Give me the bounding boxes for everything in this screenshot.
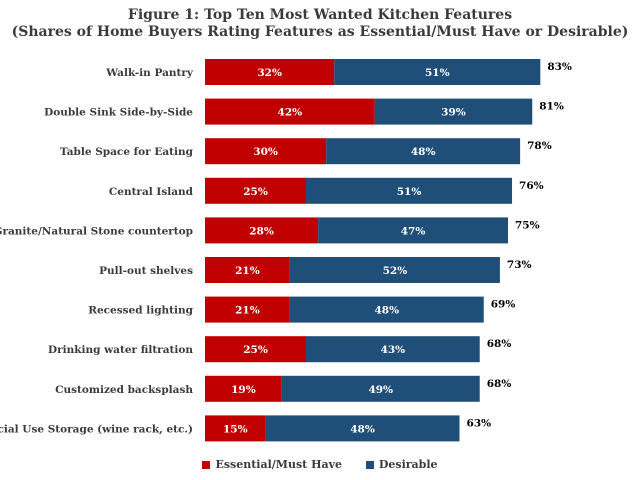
bar-label-desirable: 47% (401, 225, 426, 237)
bar-desirable (306, 336, 480, 363)
bar-label-essential: 25% (243, 186, 268, 198)
bar-essential (205, 296, 290, 323)
bar-essential (205, 375, 282, 402)
bar-label-desirable: 48% (375, 305, 400, 317)
chart-title-block: Figure 1: Top Ten Most Wanted Kitchen Fe… (0, 7, 640, 41)
legend-item-desirable: Desirable (365, 458, 438, 471)
legend-swatch-essential (202, 460, 211, 469)
bar-label-essential: 32% (257, 67, 282, 79)
total-label: 63% (467, 417, 492, 429)
category-label: Recessed lighting (88, 305, 193, 317)
category-label: Granite/Natural Stone countertop (0, 225, 193, 237)
bar-label-essential: 42% (278, 107, 303, 119)
chart-subtitle: (Shares of Home Buyers Rating Features a… (11, 24, 629, 40)
bar-essential (205, 217, 319, 244)
total-label: 68% (487, 378, 512, 390)
bar-label-desirable: 48% (411, 146, 436, 158)
bar-essential (205, 138, 327, 165)
chart-legend: Essential/Must Have Desirable (0, 458, 640, 472)
chart-title: Figure 1: Top Ten Most Wanted Kitchen Fe… (127, 7, 513, 23)
legend-label-essential: Essential/Must Have (215, 458, 342, 471)
legend-label-desirable: Desirable (378, 458, 438, 471)
bar-desirable (334, 59, 541, 85)
bar-label-essential: 25% (243, 344, 268, 356)
legend-item-essential: Essential/Must Have (202, 458, 342, 471)
bar-essential (205, 336, 306, 363)
category-label: Double Sink Side-by-Side (44, 107, 193, 119)
total-label: 83% (547, 61, 572, 73)
bar-essential (205, 257, 290, 283)
total-label: 81% (539, 101, 564, 113)
bar-desirable (318, 217, 508, 244)
bar-label-desirable: 49% (368, 384, 393, 396)
bar-label-desirable: 39% (441, 107, 466, 119)
bar-label-desirable: 43% (381, 344, 406, 356)
bar-label-essential: 21% (235, 265, 260, 277)
bar-desirable (374, 98, 533, 125)
bar-label-essential: 15% (223, 423, 248, 435)
total-label: 78% (527, 140, 552, 152)
bar-desirable (306, 177, 513, 204)
category-label: Customized backsplash (55, 384, 193, 396)
bar-desirable (281, 375, 480, 402)
bar-desirable (289, 296, 484, 323)
bar-label-essential: 19% (231, 384, 256, 396)
bar-desirable (289, 257, 500, 283)
total-label: 69% (491, 299, 516, 311)
total-label: 73% (507, 259, 532, 271)
total-label: 75% (515, 219, 540, 231)
bar-label-essential: 21% (235, 305, 260, 317)
bar-desirable (265, 415, 460, 442)
bar-essential (205, 59, 335, 85)
bar-label-desirable: 48% (350, 423, 375, 435)
bar-label-essential: 30% (253, 146, 278, 158)
bar-label-desirable: 52% (383, 265, 408, 277)
category-label: Drinking water filtration (48, 344, 193, 356)
category-label: Special Use Storage (wine rack, etc.) (0, 423, 193, 435)
bar-essential (205, 177, 306, 204)
bar-label-essential: 28% (249, 225, 274, 237)
category-label: Pull-out shelves (99, 265, 193, 277)
legend-swatch-desirable (365, 460, 374, 469)
total-label: 68% (487, 338, 512, 350)
category-label: Walk-in Pantry (105, 67, 194, 79)
bar-label-desirable: 51% (425, 67, 450, 79)
category-label: Central Island (109, 186, 194, 198)
category-label: Table Space for Eating (60, 146, 194, 158)
bar-essential (205, 415, 266, 442)
bar-label-desirable: 51% (397, 186, 422, 198)
total-label: 76% (519, 180, 544, 192)
bar-desirable (326, 138, 521, 165)
bar-essential (205, 98, 375, 125)
